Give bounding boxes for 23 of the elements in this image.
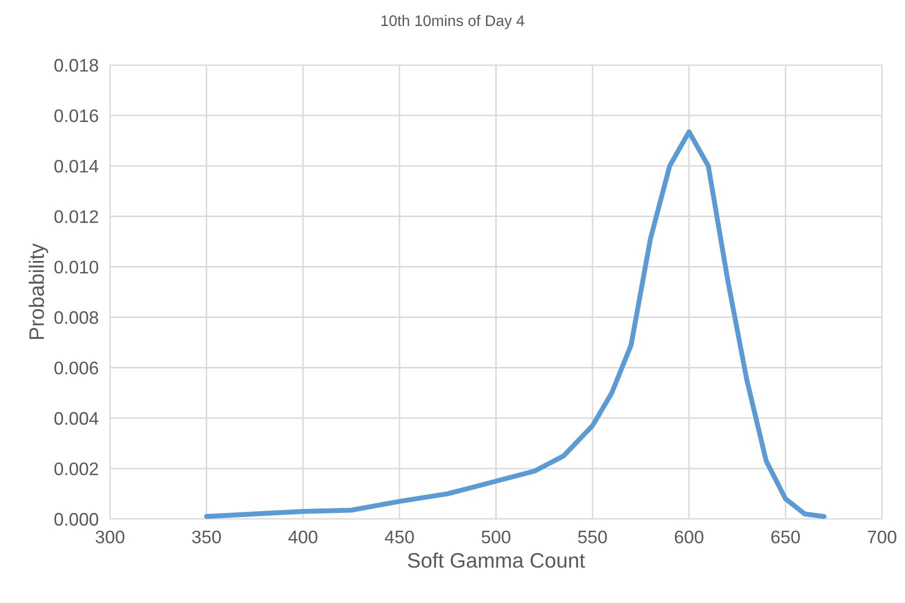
y-tick-label: 0.002	[54, 462, 98, 476]
x-axis-title: Soft Gamma Count	[408, 552, 586, 568]
line-series	[204, 129, 827, 519]
y-tick-label: 0.014	[54, 160, 98, 173]
x-tick-label: 550	[578, 530, 607, 544]
y-tick-label: 0.000	[54, 512, 98, 526]
x-tick-label: 650	[771, 530, 800, 544]
y-tick-label: 0.010	[54, 260, 98, 274]
y-tick-label: 0.012	[54, 210, 98, 224]
x-tick-label: 400	[288, 530, 318, 544]
y-tick-label: 0.018	[54, 58, 98, 72]
x-tick-label: 350	[192, 530, 221, 544]
x-tick-label: 500	[482, 530, 510, 544]
x-tick-label: 450	[384, 530, 414, 544]
x-tick-label: 300	[96, 530, 124, 544]
y-tick-label: 0.008	[54, 311, 98, 324]
y-axis-title: Probability	[28, 243, 48, 339]
x-tick-label: 700	[868, 530, 896, 544]
y-tick-label: 0.016	[54, 109, 98, 122]
chart-title: 10th 10mins of Day 4	[381, 14, 524, 30]
y-tick-label: 0.006	[54, 362, 98, 374]
x-tick-label: 600	[674, 530, 704, 544]
y-tick-label: 0.004	[54, 412, 98, 425]
